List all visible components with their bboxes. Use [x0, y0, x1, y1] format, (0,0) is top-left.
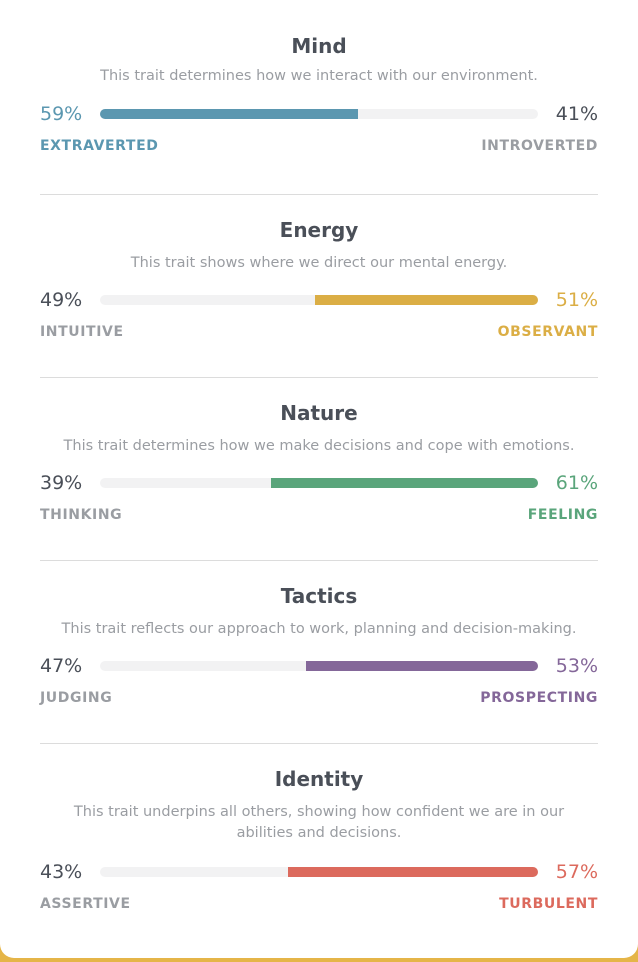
- left-percent: 59%: [40, 103, 83, 125]
- right-percent: 53%: [555, 655, 598, 677]
- trait-nature: Nature This trait determines how we make…: [40, 377, 598, 560]
- right-label: TURBULENT: [499, 896, 598, 912]
- right-label: FEELING: [527, 507, 598, 523]
- trait-bar-fill: [288, 867, 538, 877]
- trait-bar-row: 59% 41%: [40, 101, 598, 127]
- trait-title: Nature: [280, 401, 358, 425]
- trait-title: Tactics: [280, 584, 358, 608]
- trait-title: Identity: [274, 767, 364, 791]
- trait-tactics: Tactics This trait reflects our approach…: [40, 560, 598, 743]
- trait-title: Energy: [279, 218, 359, 242]
- right-percent: 57%: [555, 861, 598, 883]
- left-label: EXTRAVERTED: [40, 138, 159, 154]
- trait-labels: JUDGING PROSPECTING: [40, 688, 598, 708]
- trait-bar-track: [100, 295, 538, 305]
- trait-bar-track: [100, 661, 538, 671]
- trait-labels: ASSERTIVE TURBULENT: [40, 894, 598, 914]
- trait-bar-track: [100, 478, 538, 488]
- left-label: THINKING: [40, 507, 123, 523]
- trait-bar-track: [100, 867, 538, 877]
- trait-description: This trait determines how we make decisi…: [63, 438, 575, 454]
- left-label: JUDGING: [40, 690, 113, 706]
- trait-energy: Energy This trait shows where we direct …: [40, 194, 598, 377]
- trait-title: Mind: [291, 34, 347, 58]
- left-percent: 39%: [40, 472, 83, 494]
- trait-bar-row: 49% 51%: [40, 287, 598, 313]
- trait-identity: Identity This trait underpins all others…: [40, 743, 598, 953]
- right-label: PROSPECTING: [480, 690, 598, 706]
- trait-labels: THINKING FEELING: [40, 505, 598, 525]
- left-percent: 47%: [40, 655, 83, 677]
- trait-description: This trait underpins all others, showing…: [73, 804, 565, 841]
- left-percent: 43%: [40, 861, 83, 883]
- trait-description: This trait shows where we direct our men…: [130, 255, 508, 271]
- trait-bar-row: 47% 53%: [40, 653, 598, 679]
- left-label: INTUITIVE: [40, 324, 124, 340]
- trait-bar-fill: [314, 295, 538, 305]
- trait-bar-fill: [100, 109, 359, 119]
- right-label: INTROVERTED: [481, 138, 598, 154]
- trait-description: This trait reflects our approach to work…: [61, 621, 577, 637]
- trait-labels: EXTRAVERTED INTROVERTED: [40, 136, 598, 156]
- trait-labels: INTUITIVE OBSERVANT: [40, 322, 598, 342]
- right-percent: 61%: [555, 472, 598, 494]
- trait-bar-row: 39% 61%: [40, 470, 598, 496]
- right-percent: 41%: [555, 103, 598, 125]
- right-percent: 51%: [555, 289, 598, 311]
- left-percent: 49%: [40, 289, 83, 311]
- trait-bar-row: 43% 57%: [40, 859, 598, 885]
- trait-bar-fill: [305, 661, 538, 671]
- trait-description: This trait determines how we interact wi…: [100, 68, 538, 84]
- left-label: ASSERTIVE: [40, 896, 131, 912]
- trait-bar-fill: [270, 478, 538, 488]
- trait-bar-track: [100, 109, 538, 119]
- right-label: OBSERVANT: [497, 324, 598, 340]
- trait-mind: Mind This trait determines how we intera…: [40, 0, 598, 194]
